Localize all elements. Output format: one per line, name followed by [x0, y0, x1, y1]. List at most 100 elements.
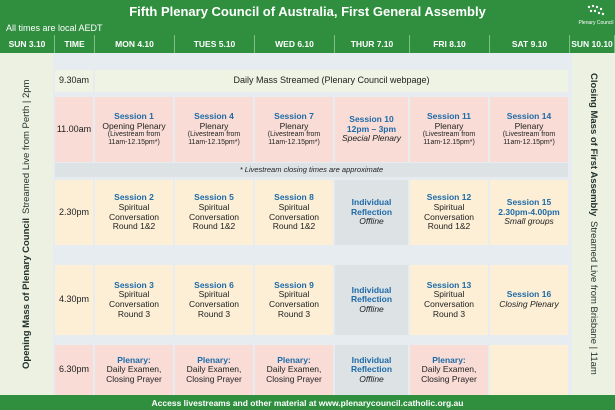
banner-text: Streamed Live from Perth | 2pm: [21, 79, 32, 214]
right-banner: Closing Mass of First Assembly Streamed L…: [572, 53, 615, 395]
time-cell: 9.30am: [55, 70, 95, 92]
session-title: Session 10: [349, 114, 394, 125]
session-text: Conversation: [268, 299, 320, 309]
session-note: (Livestream from: [187, 131, 241, 139]
session-title: Session 7: [274, 110, 314, 121]
session-title: Session 15: [506, 197, 552, 208]
session-title: Session 3: [114, 279, 154, 290]
session-cell: Session 4 Plenary (Livestream from 11am-12.…: [175, 97, 255, 162]
column-header: SAT 9.10: [490, 35, 570, 53]
footer-bar: Access livestreams and other material at…: [0, 395, 615, 410]
note: * Livestream closing times are approxima…: [55, 163, 570, 177]
session-note: (Livestream from: [107, 131, 161, 139]
title: Fifth Plenary Council of Australia, Firs…: [129, 3, 486, 19]
session-italic: Offline: [359, 303, 384, 314]
session-text: Daily Examen,: [266, 364, 322, 375]
session-italic: Special Plenary: [341, 133, 402, 144]
session-text: Round 3: [432, 308, 466, 319]
session-cell: Session 7 Plenary (Livestream from 11am-12.…: [255, 97, 335, 162]
session-title: Session 4: [194, 110, 234, 121]
logo: Plenary Council: [578, 2, 614, 30]
session-text: Spiritual: [198, 201, 230, 212]
session-text: Daily Examen,: [421, 364, 477, 375]
subtitle-bar: All times are local AEDT: [0, 22, 615, 35]
session-cell: Session 2 Spiritual Conversation Round 1&2: [95, 180, 175, 245]
time-cell: 6.30pm: [55, 345, 95, 395]
session-cell: Plenary: Daily Examen, Closing Prayer: [255, 345, 335, 395]
session-title: Session 6: [194, 279, 234, 290]
session-text: Conversation: [423, 299, 475, 309]
session-cell: Individual Reflection Offline: [335, 180, 410, 245]
session-text: Round 1&2: [192, 221, 236, 232]
session-text: Plenary: [199, 120, 229, 131]
subtitle: All times are local AEDT: [6, 23, 103, 33]
session-cell: Session 9 Spiritual Conversation Round 3: [255, 265, 335, 335]
session-note: 11am-12.15pm*): [423, 139, 475, 147]
session-text: Plenary: [434, 120, 464, 131]
session-cell: Session 16 Closing Plenary: [490, 265, 570, 335]
session-cell: Session 1 Opening Plenary (Livestream from…: [95, 97, 175, 162]
session-title: Individual Reflection: [350, 354, 393, 375]
session-text: Opening Plenary: [102, 120, 166, 131]
session-title: Session 11: [427, 110, 471, 121]
time-cell: 4.30pm: [55, 265, 95, 335]
session-cell: Session 12 Spiritual Conversation Round 1&2: [410, 180, 490, 245]
session-title: Plenary:: [432, 354, 466, 365]
session-text: Round 1&2: [272, 221, 316, 232]
session-title: Plenary:: [117, 354, 151, 365]
session-title: Session 1: [114, 110, 154, 121]
session-text: Round 3: [197, 308, 231, 319]
column-header: SUN 3.10: [0, 35, 55, 53]
session-title: Session 16: [506, 289, 552, 300]
session-title: Session 13: [426, 279, 472, 290]
session-time: 2.30pm-4.00pm: [498, 206, 560, 217]
banner-bold: Closing Mass of First Assembly: [588, 73, 599, 217]
session-text: Spiritual: [278, 201, 310, 212]
banner-text: Streamed Live from Brisbane | 11am: [588, 220, 599, 375]
session-cell: [490, 345, 570, 395]
session-cell: Plenary: Daily Examen, Closing Prayer: [175, 345, 255, 395]
session-text: Closing Prayer: [266, 373, 322, 384]
session-note: 11am-12.15pm*): [188, 139, 240, 147]
session-cell: Session 14 Plenary (Livestream from 11am-12…: [490, 97, 570, 162]
session-title: Session 2: [114, 192, 154, 203]
session-italic: Offline: [359, 373, 384, 384]
session-note: (Livestream from: [422, 131, 476, 139]
column-header: TUES 5.10: [175, 35, 255, 53]
session-cell: Session 8 Spiritual Conversation Round 1&2: [255, 180, 335, 245]
session-title: Individual Reflection: [350, 197, 393, 217]
session-cell: Session 5 Spiritual Conversation Round 1&2: [175, 180, 255, 245]
footer: Access livestreams and other material at…: [151, 397, 464, 408]
session-text: Plenary: [279, 120, 309, 131]
logo-text: Plenary Council: [578, 20, 614, 26]
session-note: 11am-12.15pm*): [503, 139, 555, 147]
session-text: Round 3: [277, 308, 311, 319]
session-text: Spiritual: [433, 289, 465, 300]
session-text: Spiritual: [433, 201, 465, 212]
session-note: 11am-12.15pm*): [268, 139, 320, 147]
session-text: Spiritual: [118, 289, 150, 300]
session-cell: Session 3 Spiritual Conversation Round 3: [95, 265, 175, 335]
session-cell: Plenary: Daily Examen, Closing Prayer: [410, 345, 490, 395]
session-cell: Individual Reflection Offline: [335, 345, 410, 395]
session-text: Conversation: [188, 211, 240, 222]
session-title: Session 14: [506, 110, 552, 121]
session-text: Round 1&2: [427, 221, 471, 232]
column-header: THUR 7.10: [335, 35, 410, 53]
span-cell: Daily Mass Streamed (Plenary Council web…: [95, 70, 570, 92]
column-header: TIME: [55, 35, 95, 53]
session-note: (Livestream from: [267, 131, 321, 139]
time-cell: 2.30pm: [55, 180, 95, 245]
session-cell: Session 11 Plenary (Livestream from 11am-12…: [410, 97, 490, 162]
session-text: Conversation: [108, 299, 160, 309]
banner-bold: Opening Mass of Plenary Council: [21, 217, 32, 369]
time-cell: 11.00am: [55, 97, 95, 162]
session-text: Closing Prayer: [186, 373, 242, 384]
session-title: Plenary:: [197, 354, 231, 365]
session-text: Conversation: [423, 211, 475, 222]
session-time: 12pm – 3pm: [346, 123, 397, 134]
session-cell: Plenary: Daily Examen, Closing Prayer: [95, 345, 175, 395]
session-text: Round 1&2: [112, 221, 156, 232]
session-text: Spiritual: [278, 289, 310, 300]
